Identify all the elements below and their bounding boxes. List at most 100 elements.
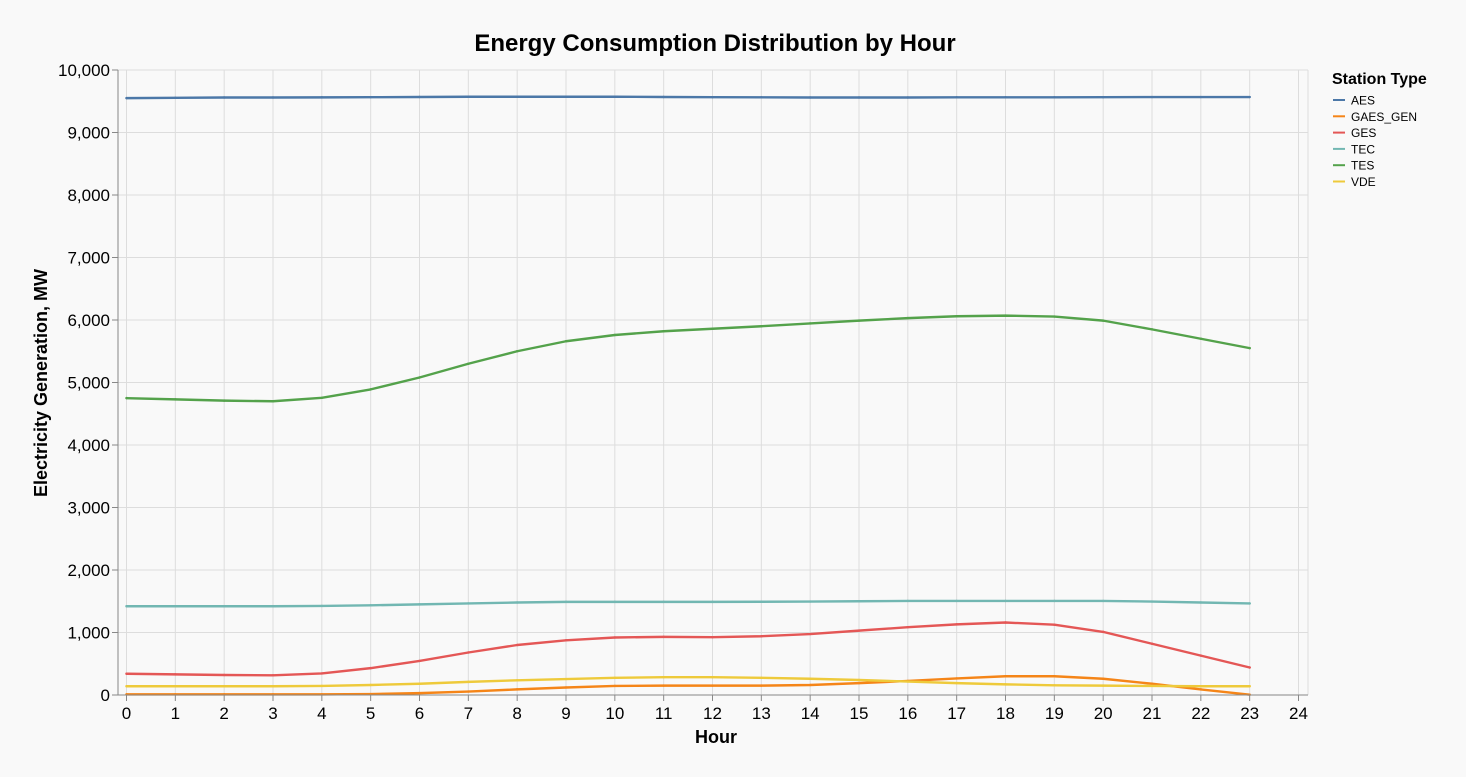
data-point bbox=[662, 635, 665, 639]
data-point bbox=[369, 604, 372, 607]
x-tick-label: 9 bbox=[561, 704, 570, 723]
x-tick-label: 19 bbox=[1045, 704, 1064, 723]
x-tick-label: 2 bbox=[219, 704, 228, 723]
data-point bbox=[222, 685, 226, 688]
series-ges bbox=[125, 621, 1251, 677]
data-point bbox=[369, 95, 372, 99]
x-tick-label: 15 bbox=[850, 704, 869, 723]
data-point bbox=[711, 600, 714, 604]
data-point bbox=[271, 96, 275, 99]
data-point bbox=[1101, 677, 1105, 680]
data-point bbox=[271, 685, 275, 688]
data-point bbox=[808, 600, 812, 603]
data-point bbox=[613, 684, 617, 688]
x-tick-label: 22 bbox=[1191, 704, 1210, 723]
data-point bbox=[1150, 95, 1154, 99]
legend: Station Type AES GAES_GEN GES TEC TES VDE bbox=[1332, 71, 1427, 189]
data-point bbox=[1248, 602, 1251, 605]
y-tick-label: 5,000 bbox=[67, 374, 110, 393]
data-point bbox=[955, 677, 958, 680]
data-point bbox=[1248, 685, 1251, 688]
data-point bbox=[320, 672, 324, 675]
data-point bbox=[1053, 315, 1056, 318]
legend-item: VDE bbox=[1333, 175, 1376, 189]
data-point bbox=[1150, 682, 1154, 685]
legend-title: Station Type bbox=[1332, 71, 1427, 88]
data-point bbox=[418, 603, 421, 606]
data-point bbox=[1248, 95, 1251, 99]
legend-item: AES bbox=[1333, 94, 1375, 108]
x-tick-label: 3 bbox=[268, 704, 277, 723]
data-point bbox=[564, 686, 568, 689]
data-point bbox=[1248, 666, 1251, 669]
data-point bbox=[857, 678, 861, 682]
data-point bbox=[125, 672, 128, 675]
data-point bbox=[222, 673, 226, 677]
y-tick-label: 3,000 bbox=[67, 499, 110, 518]
y-tick-label: 0 bbox=[101, 686, 110, 705]
data-point bbox=[271, 400, 275, 403]
data-point bbox=[564, 639, 568, 642]
data-point bbox=[1004, 675, 1007, 678]
data-point bbox=[808, 677, 812, 680]
data-point bbox=[515, 688, 519, 691]
data-point bbox=[711, 327, 714, 330]
series-tes bbox=[125, 314, 1251, 403]
data-point bbox=[369, 388, 372, 391]
data-point bbox=[369, 666, 372, 670]
data-point bbox=[174, 673, 177, 676]
data-point bbox=[1004, 683, 1007, 686]
data-point bbox=[467, 602, 470, 605]
data-point bbox=[1199, 95, 1203, 99]
data-point bbox=[955, 623, 958, 626]
data-point bbox=[467, 651, 470, 654]
series-tec bbox=[125, 599, 1251, 608]
data-point bbox=[760, 325, 763, 328]
data-point bbox=[760, 96, 763, 99]
data-point bbox=[125, 605, 128, 608]
data-point bbox=[467, 690, 470, 693]
data-point bbox=[320, 396, 324, 400]
data-point bbox=[662, 330, 665, 333]
data-point bbox=[515, 95, 519, 98]
x-tick-label: 21 bbox=[1143, 704, 1162, 723]
y-tick-label: 4,000 bbox=[67, 436, 110, 455]
legend-label: VDE bbox=[1351, 175, 1376, 189]
y-axis-ticks: 0 1,000 2,000 3,000 4,000 5,000 6,000 7,000 8,00… bbox=[58, 61, 118, 705]
data-point bbox=[711, 675, 714, 679]
data-point bbox=[564, 95, 568, 98]
x-tick-label: 0 bbox=[122, 704, 131, 723]
series-line bbox=[125, 314, 1251, 403]
data-point bbox=[564, 600, 568, 604]
series-aes bbox=[125, 95, 1251, 100]
data-point bbox=[320, 96, 324, 99]
data-point bbox=[467, 680, 470, 684]
data-point bbox=[906, 599, 910, 603]
data-point bbox=[808, 632, 812, 636]
data-point bbox=[808, 683, 812, 687]
data-point bbox=[1199, 688, 1203, 691]
data-point bbox=[760, 676, 763, 680]
data-point bbox=[515, 679, 519, 682]
data-point bbox=[1150, 684, 1154, 688]
data-point bbox=[369, 683, 372, 687]
data-point bbox=[515, 350, 519, 353]
data-point bbox=[808, 96, 812, 99]
x-tick-label: 10 bbox=[605, 704, 624, 723]
data-point bbox=[271, 674, 275, 677]
data-point bbox=[320, 604, 324, 608]
series-line bbox=[125, 95, 1251, 100]
data-point bbox=[760, 635, 763, 638]
x-tick-label: 4 bbox=[317, 704, 326, 723]
series-vde bbox=[125, 675, 1251, 688]
data-point bbox=[418, 659, 421, 663]
data-point bbox=[418, 691, 421, 695]
x-tick-label: 17 bbox=[947, 704, 966, 723]
data-point bbox=[1004, 314, 1007, 317]
data-point bbox=[1004, 621, 1007, 624]
data-point bbox=[222, 605, 226, 608]
legend-item: TEC bbox=[1333, 142, 1375, 156]
data-point bbox=[760, 600, 763, 603]
data-point bbox=[418, 95, 421, 99]
